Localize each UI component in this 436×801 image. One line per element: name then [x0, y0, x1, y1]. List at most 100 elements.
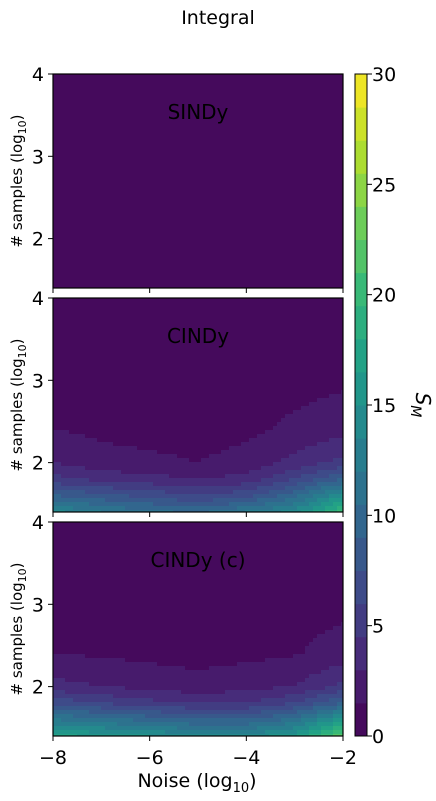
heatmap-cell [69, 266, 74, 271]
heatmap-cell [193, 270, 198, 275]
heatmap-cell [197, 142, 202, 147]
heatmap-cell [221, 334, 226, 339]
heatmap-cell [229, 122, 234, 127]
heatmap-cell [317, 318, 322, 323]
heatmap-cell [157, 206, 162, 211]
heatmap-cell [225, 302, 230, 307]
heatmap-cell [173, 150, 178, 155]
heatmap-cell [289, 74, 294, 79]
heatmap-cell [317, 134, 322, 139]
heatmap-cell [81, 262, 86, 267]
heatmap-cell [317, 214, 322, 219]
heatmap-cell [129, 198, 134, 203]
heatmap-cell [221, 190, 226, 195]
heatmap-cell [89, 346, 94, 351]
heatmap-cell [181, 226, 186, 231]
heatmap-cell [209, 82, 214, 87]
heatmap-cell [93, 354, 98, 359]
heatmap-cell [101, 302, 106, 307]
heatmap-cell [289, 126, 294, 131]
heatmap-cell [133, 194, 138, 199]
heatmap-cell [297, 74, 302, 79]
heatmap-cell [181, 298, 186, 303]
heatmap-cell [81, 150, 86, 155]
heatmap-cell [117, 94, 122, 99]
heatmap-cell [309, 342, 314, 347]
heatmap-cell [157, 278, 162, 283]
heatmap-cell [149, 266, 154, 271]
heatmap-cell [289, 226, 294, 231]
heatmap-cell [53, 218, 58, 223]
heatmap-cell [321, 118, 326, 123]
heatmap-cell [253, 138, 258, 143]
heatmap-cell [341, 146, 344, 151]
heatmap-cell [313, 134, 318, 139]
heatmap-cell [69, 170, 74, 175]
heatmap-cell [229, 146, 234, 151]
heatmap-cell [341, 114, 344, 119]
heatmap-cell [249, 138, 254, 143]
heatmap-cell [341, 326, 344, 331]
heatmap-cell [177, 242, 182, 247]
heatmap-cell [325, 138, 330, 143]
heatmap-cell [217, 330, 222, 335]
heatmap-cell [161, 234, 166, 239]
heatmap-cell [221, 222, 226, 227]
heatmap-cell [53, 206, 58, 211]
heatmap-cell [261, 338, 266, 343]
heatmap-cell [229, 238, 234, 243]
heatmap-cell [337, 202, 342, 207]
heatmap-cell [249, 82, 254, 87]
heatmap-cell [225, 78, 230, 83]
heatmap-cell [101, 218, 106, 223]
heatmap-cell [197, 154, 202, 159]
heatmap-cell [177, 346, 182, 351]
heatmap-cell [73, 86, 78, 91]
heatmap-cell [265, 350, 270, 355]
heatmap-cell [129, 134, 134, 139]
heatmap-cell [81, 90, 86, 95]
heatmap-cell [225, 102, 230, 107]
heatmap-cell [257, 74, 262, 79]
heatmap-cell [85, 170, 90, 175]
heatmap-cell [277, 230, 282, 235]
heatmap-cell [257, 250, 262, 255]
heatmap-cell [121, 262, 126, 267]
heatmap-cell [77, 334, 82, 339]
heatmap-cell [193, 150, 198, 155]
heatmap-cell [109, 222, 114, 227]
heatmap-cell [289, 282, 294, 287]
heatmap-cell [249, 338, 254, 343]
heatmap-cell [265, 118, 270, 123]
heatmap-cell [137, 150, 142, 155]
heatmap-cell [281, 330, 286, 335]
heatmap-cell [165, 246, 170, 251]
heatmap-cell [117, 270, 122, 275]
heatmap-cell [269, 274, 274, 279]
heatmap-cell [229, 302, 234, 307]
heatmap-cell [281, 114, 286, 119]
heatmap-cell [145, 142, 150, 147]
heatmap-cell [133, 154, 138, 159]
heatmap-cell [141, 90, 146, 95]
heatmap-cell [305, 166, 310, 171]
heatmap-cell [261, 146, 266, 151]
heatmap-cell [81, 106, 86, 111]
heatmap-cell [257, 238, 262, 243]
heatmap-cell [265, 234, 270, 239]
heatmap-cell [273, 298, 278, 303]
heatmap-cell [57, 190, 62, 195]
heatmap-cell [277, 186, 282, 191]
heatmap-cell [145, 182, 150, 187]
heatmap-cell [133, 146, 138, 151]
heatmap-cell [193, 74, 198, 79]
heatmap-cell [149, 198, 154, 203]
heatmap-cell [301, 174, 306, 179]
heatmap-cell [237, 266, 242, 271]
heatmap-cell [169, 202, 174, 207]
heatmap-cell [289, 86, 294, 91]
heatmap-cell [73, 278, 78, 283]
heatmap-cell [237, 214, 242, 219]
heatmap-cell [329, 86, 334, 91]
heatmap-cell [113, 298, 118, 303]
